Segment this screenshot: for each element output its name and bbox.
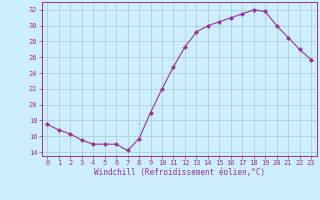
X-axis label: Windchill (Refroidissement éolien,°C): Windchill (Refroidissement éolien,°C) [94, 168, 265, 177]
